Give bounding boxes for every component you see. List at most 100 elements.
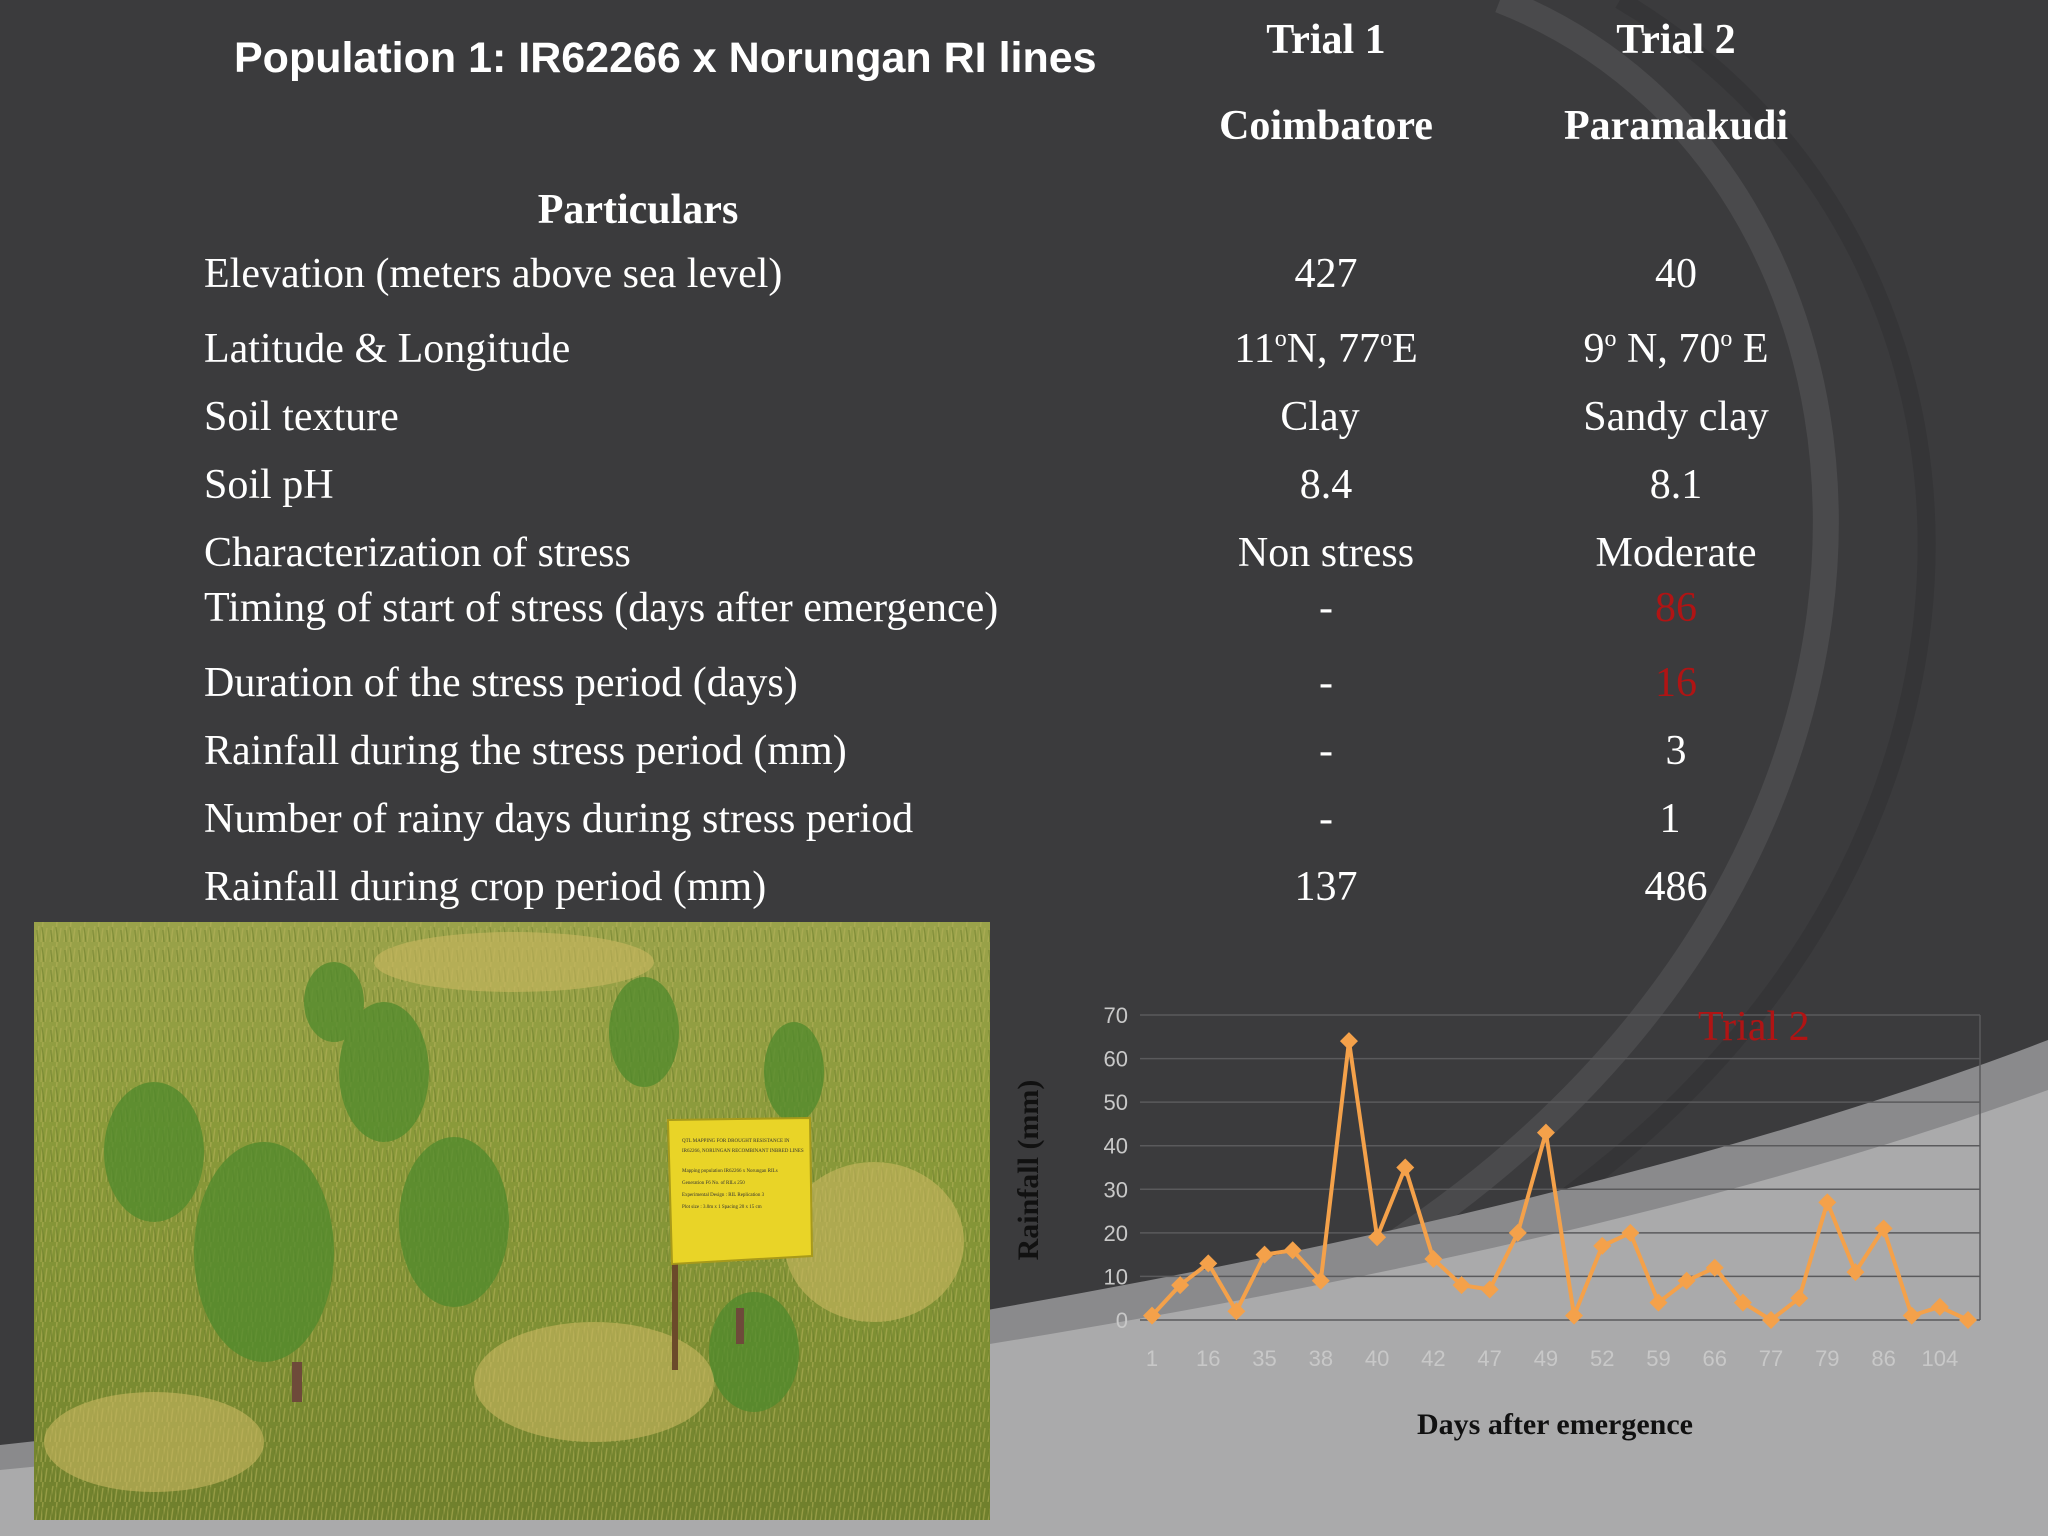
series-line (1150, 1040, 1969, 1324)
sign-text-5: Experimental Design : RIL Replication 3 (682, 1193, 765, 1198)
x-tick-label: 77 (1759, 1346, 1783, 1371)
data-point (1396, 1158, 1415, 1177)
data-point (1733, 1293, 1752, 1312)
chart-annotation: Trial 2 (1698, 1004, 1810, 1050)
header-particulars: Particulars (537, 187, 739, 233)
row-label-stress-rainfall: Rainfall during the stress period (mm) (204, 728, 847, 774)
cell-stress-start-trial-2: 86 (1655, 585, 1697, 631)
data-point (1593, 1236, 1612, 1255)
data-point (1171, 1276, 1190, 1295)
y-tick-label: 60 (1104, 1047, 1128, 1072)
cell-stress-duration-trial-2: 16 (1655, 660, 1697, 706)
green-plant-clumps (104, 962, 824, 1412)
data-point (1339, 1032, 1358, 1051)
x-tick-label: 49 (1534, 1346, 1558, 1371)
cell-soil-texture-trial-1: Clay (1280, 394, 1360, 440)
rainfall-chart: 0 10 20 30 40 50 60 70 1 16 35 38 40 42 47 49 52 59 66 77 7… (1012, 1003, 1981, 1441)
row-label-soil-texture: Soil texture (204, 394, 399, 440)
cell-soil-texture-trial-2: Sandy clay (1583, 394, 1769, 440)
sign-text-6: Plot size : 3.0m x 1 Spacing 20 x 15 cm (682, 1205, 762, 1210)
y-axis-title: Rainfall (mm) (1012, 1080, 1045, 1261)
cell-stress-characterization-trial-1: Non stress (1237, 530, 1415, 576)
sign-text-2: IR62266, NORUNGAN RECOMBINANT INBRED LIN… (682, 1149, 804, 1154)
x-tick-label: 1 (1146, 1346, 1158, 1371)
cell-stress-rainfall-trial-1: - (1319, 728, 1333, 774)
x-tick-label: 16 (1196, 1346, 1220, 1371)
rice-field-photo: QTL MAPPING FOR DROUGHT RESISTANCE IN IR… (34, 922, 990, 1520)
data-point (1846, 1263, 1865, 1282)
data-point (1311, 1271, 1330, 1290)
data-point (1930, 1297, 1949, 1316)
data-point (1621, 1223, 1640, 1242)
y-axis-ticks: 0 10 20 30 40 50 60 70 (1104, 1003, 1128, 1333)
row-label-rainy-days: Number of rainy days during stress perio… (204, 796, 914, 842)
data-point (1565, 1306, 1584, 1325)
x-tick-label: 79 (1815, 1346, 1839, 1371)
data-point (1368, 1228, 1387, 1247)
header-trial-2: Trial 2 (1616, 17, 1736, 63)
data-point (1959, 1311, 1977, 1329)
row-label-lat-long: Latitude & Longitude (204, 326, 571, 372)
data-point (1902, 1306, 1921, 1325)
cell-stress-start-trial-1: - (1319, 585, 1333, 631)
x-axis-ticks: 1 16 35 38 40 42 47 49 52 59 66 77 79 86 104 (1146, 1346, 1958, 1371)
cell-crop-rainfall-trial-1: 137 (1294, 864, 1358, 910)
x-tick-label: 59 (1646, 1346, 1670, 1371)
cell-rainy-days-trial-1: - (1319, 796, 1333, 842)
row-label-stress-duration: Duration of the stress period (days) (204, 660, 798, 706)
sign-text-1: QTL MAPPING FOR DROUGHT RESISTANCE IN (682, 1139, 790, 1144)
data-point (1199, 1254, 1218, 1273)
data-point (1677, 1271, 1696, 1290)
slide-title: Population 1: IR62266 x Norungan RI line… (234, 34, 1097, 82)
cell-soil-ph-trial-1: 8.4 (1299, 462, 1353, 508)
cell-elevation-trial-1: 427 (1294, 251, 1358, 297)
data-point (1536, 1123, 1555, 1142)
y-tick-label: 30 (1104, 1177, 1128, 1202)
cell-soil-ph-trial-2: 8.1 (1649, 462, 1703, 508)
x-tick-label: 47 (1477, 1346, 1501, 1371)
y-tick-label: 50 (1104, 1090, 1128, 1115)
data-point (1255, 1245, 1274, 1264)
data-point (1649, 1293, 1668, 1312)
cell-lat-long-trial-1: 11oN, 77oE (1234, 326, 1418, 372)
data-point (1227, 1302, 1246, 1321)
x-tick-label: 38 (1309, 1346, 1333, 1371)
cell-stress-duration-trial-1: - (1319, 660, 1333, 706)
y-tick-label: 40 (1104, 1134, 1128, 1159)
data-point (1424, 1250, 1443, 1268)
series-points (1143, 1032, 1977, 1329)
sign-text-3: Mapping population IR62266 x Norungan RI… (682, 1169, 778, 1174)
row-label-crop-rainfall: Rainfall during crop period (mm) (204, 864, 767, 910)
row-label-stress-start: Timing of start of stress (days after em… (204, 585, 999, 631)
x-tick-label: 42 (1421, 1346, 1445, 1371)
data-point (1705, 1258, 1724, 1277)
header-location-2: Paramakudi (1563, 103, 1789, 149)
data-point (1762, 1311, 1781, 1329)
row-label-elevation: Elevation (meters above sea level) (204, 251, 783, 297)
cell-rainy-days-trial-2: 1 (1659, 796, 1681, 842)
y-tick-label: 0 (1116, 1308, 1128, 1333)
data-point (1508, 1223, 1527, 1242)
cell-stress-rainfall-trial-2: 3 (1665, 728, 1687, 774)
field-sign: QTL MAPPING FOR DROUGHT RESISTANCE IN IR… (666, 1116, 814, 1370)
data-point (1818, 1193, 1837, 1212)
x-tick-label: 40 (1365, 1346, 1389, 1371)
y-tick-label: 70 (1104, 1003, 1128, 1028)
y-tick-label: 10 (1104, 1264, 1128, 1289)
x-axis-title: Days after emergence (1417, 1408, 1693, 1441)
sign-text-4: Generation F6 No. of RILs 250 (682, 1181, 745, 1186)
row-label-soil-ph: Soil pH (204, 462, 334, 508)
cell-elevation-trial-2: 40 (1655, 251, 1697, 297)
x-tick-label: 104 (1922, 1346, 1959, 1371)
header-trial-1: Trial 1 (1266, 17, 1386, 63)
wooden-stakes (292, 1308, 744, 1402)
data-point (1790, 1289, 1809, 1308)
x-tick-label: 52 (1590, 1346, 1614, 1371)
header-location-1: Coimbatore (1219, 103, 1433, 149)
row-label-stress-characterization: Characterization of stress (204, 530, 631, 576)
x-tick-label: 35 (1252, 1346, 1276, 1371)
data-point (1283, 1241, 1302, 1260)
data-point (1452, 1276, 1471, 1295)
cell-crop-rainfall-trial-2: 486 (1644, 864, 1708, 910)
ripe-panicles (44, 932, 964, 1492)
